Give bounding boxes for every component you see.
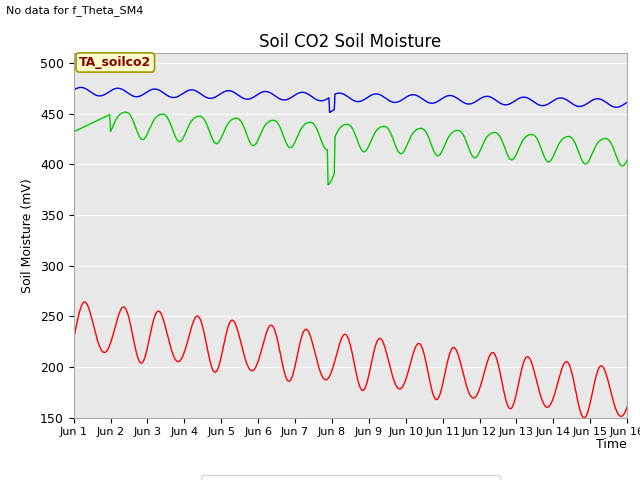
Legend: Theta 1, Theta 2, Theta 3: Theta 1, Theta 2, Theta 3 xyxy=(201,475,500,480)
Theta 2 xyxy=(574,147,582,153)
Theta 3 xyxy=(326,109,333,115)
Text: TA_soilco2: TA_soilco2 xyxy=(79,56,152,69)
Theta 2 xyxy=(623,157,631,163)
Title: Soil CO2 Soil Moisture: Soil CO2 Soil Moisture xyxy=(259,33,442,51)
Theta 1 xyxy=(451,345,459,351)
Theta 2 xyxy=(324,182,332,188)
Line: Theta 3: Theta 3 xyxy=(74,87,627,112)
Theta 3 xyxy=(623,99,631,105)
Theta 3 xyxy=(77,84,84,90)
Theta 2 xyxy=(121,109,129,115)
Theta 2 xyxy=(216,138,223,144)
Theta 3 xyxy=(397,97,405,103)
Theta 2 xyxy=(397,151,405,156)
Theta 3 xyxy=(216,92,223,97)
Theta 3 xyxy=(574,104,582,109)
Theta 3 xyxy=(344,94,351,99)
Text: No data for f_Theta_SM4: No data for f_Theta_SM4 xyxy=(6,5,144,16)
Theta 1 xyxy=(216,360,223,366)
Theta 1 xyxy=(70,336,77,341)
Y-axis label: Soil Moisture (mV): Soil Moisture (mV) xyxy=(21,178,35,293)
Theta 1 xyxy=(397,386,404,392)
Theta 1 xyxy=(623,404,631,410)
Theta 3 xyxy=(192,88,200,94)
Line: Theta 2: Theta 2 xyxy=(74,112,627,185)
Theta 1 xyxy=(342,332,350,338)
Line: Theta 1: Theta 1 xyxy=(74,302,627,418)
Theta 3 xyxy=(452,95,460,100)
Theta 1 xyxy=(580,415,588,421)
Text: Time: Time xyxy=(596,438,627,451)
Theta 2 xyxy=(192,114,200,120)
Theta 1 xyxy=(192,314,200,320)
Theta 2 xyxy=(344,121,351,127)
Theta 3 xyxy=(70,87,77,93)
Theta 2 xyxy=(70,129,77,135)
Theta 1 xyxy=(81,299,88,305)
Theta 2 xyxy=(452,128,460,133)
Theta 1 xyxy=(573,396,581,401)
